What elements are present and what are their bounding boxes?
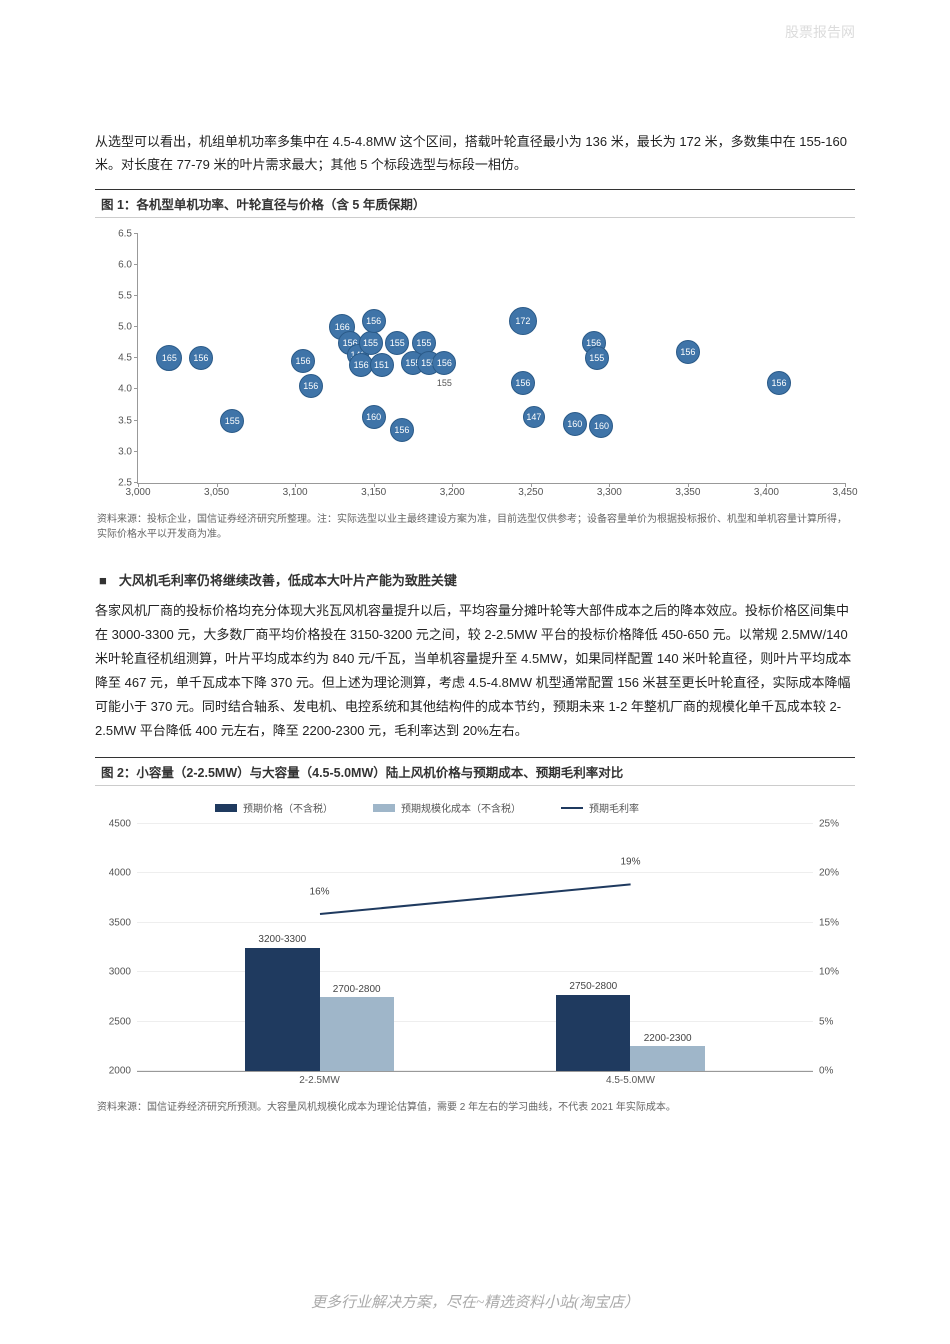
x-tick-label: 3,400 bbox=[754, 487, 779, 498]
y2-tick-label: 0% bbox=[819, 1066, 833, 1077]
bubble-point: 160 bbox=[362, 405, 386, 429]
bubble-point: 155 bbox=[385, 331, 409, 355]
bubble-point: 155 bbox=[359, 331, 383, 355]
bubble-point: 156 bbox=[390, 418, 414, 442]
bar-price-label: 3200-3300 bbox=[258, 934, 306, 945]
y1-tick-label: 3500 bbox=[109, 917, 131, 928]
bubble-point: 147 bbox=[523, 406, 545, 428]
body-paragraph-2: 各家风机厂商的投标价格均充分体现大兆瓦风机容量提升以后，平均容量分摊叶轮等大部件… bbox=[95, 599, 855, 743]
bubble-point: 155 bbox=[435, 374, 453, 392]
y-tick-label: 6.5 bbox=[118, 228, 132, 239]
y1-tick-label: 3000 bbox=[109, 967, 131, 978]
x-category-label: 2-2.5MW bbox=[299, 1075, 340, 1086]
x-tick-label: 3,350 bbox=[675, 487, 700, 498]
x-tick-label: 3,300 bbox=[597, 487, 622, 498]
bubble-point: 151 bbox=[370, 353, 394, 377]
legend-item-margin: 预期毛利率 bbox=[561, 800, 639, 815]
y2-tick-label: 20% bbox=[819, 868, 839, 879]
bubble-point: 155 bbox=[220, 409, 244, 433]
y-tick-label: 3.0 bbox=[118, 446, 132, 457]
fig2-source: 资料来源：国信证券经济研究所预测。大容量风机规模化成本为理论估算值，需要 2 年… bbox=[95, 1100, 855, 1115]
bubble-point: 156 bbox=[189, 346, 213, 370]
margin-point-label: 19% bbox=[620, 857, 640, 868]
fig2-title: 图 2：小容量（2-2.5MW）与大容量（4.5-5.0MW）陆上风机价格与预期… bbox=[95, 757, 855, 786]
bubble-point: 155 bbox=[585, 346, 609, 370]
bubble-point: 156 bbox=[299, 374, 323, 398]
bubble-point: 156 bbox=[291, 349, 315, 373]
margin-line bbox=[319, 883, 630, 915]
y-tick-label: 6.0 bbox=[118, 259, 132, 270]
y1-tick-label: 4500 bbox=[109, 819, 131, 830]
y-tick-label: 4.5 bbox=[118, 353, 132, 364]
bubble-point: 160 bbox=[589, 414, 613, 438]
y2-tick-label: 10% bbox=[819, 967, 839, 978]
legend-label: 预期价格（不含税） bbox=[243, 800, 333, 815]
y1-tick-label: 2500 bbox=[109, 1016, 131, 1027]
y-tick-label: 5.5 bbox=[118, 291, 132, 302]
bubble-point: 156 bbox=[511, 371, 535, 395]
fig2-chart: 预期价格（不含税） 预期规模化成本（不含税） 预期毛利率 2000 2500 300… bbox=[95, 794, 855, 1094]
fig1-chart: 2.53.03.54.04.55.05.56.06.53,0003,0503,1… bbox=[95, 226, 855, 506]
y2-tick-label: 5% bbox=[819, 1016, 833, 1027]
y1-tick-label: 4000 bbox=[109, 868, 131, 879]
y2-tick-label: 25% bbox=[819, 819, 839, 830]
x-category-label: 4.5-5.0MW bbox=[606, 1075, 655, 1086]
fig1-source: 资料来源：投标企业，国信证券经济研究所整理。注：实际选型以业主最终建设方案为准，… bbox=[95, 512, 855, 542]
bubble-point: 165 bbox=[156, 345, 182, 371]
bubble-point: 172 bbox=[509, 307, 537, 335]
y1-tick-label: 2000 bbox=[109, 1066, 131, 1077]
legend-label: 预期毛利率 bbox=[589, 800, 639, 815]
bubble-point: 156 bbox=[676, 340, 700, 364]
x-tick-label: 3,100 bbox=[283, 487, 308, 498]
legend-item-price: 预期价格（不含税） bbox=[215, 800, 333, 815]
bubble-point: 156 bbox=[362, 309, 386, 333]
x-tick-label: 3,000 bbox=[125, 487, 150, 498]
intro-paragraph: 从选型可以看出，机组单机功率多集中在 4.5-4.8MW 这个区间，搭载叶轮直径… bbox=[95, 130, 855, 177]
bar-cost bbox=[630, 1046, 704, 1071]
bubble-point: 160 bbox=[563, 412, 587, 436]
bar-cost-label: 2200-2300 bbox=[644, 1033, 692, 1044]
bar-price bbox=[556, 995, 630, 1072]
fig2-legend: 预期价格（不含税） 预期规模化成本（不含税） 预期毛利率 bbox=[215, 800, 639, 815]
footer-note: 更多行业解决方案，尽在~精选资料小站(淘宝店） bbox=[0, 1291, 950, 1312]
section-heading: 大风机毛利率仍将继续改善，低成本大叶片产能为致胜关键 bbox=[95, 570, 855, 589]
fig1-title: 图 1：各机型单机功率、叶轮直径与价格（含 5 年质保期） bbox=[95, 189, 855, 218]
bar-cost bbox=[320, 997, 394, 1071]
y-tick-label: 3.5 bbox=[118, 415, 132, 426]
bar-cost-label: 2700-2800 bbox=[333, 984, 381, 995]
x-tick-label: 3,250 bbox=[518, 487, 543, 498]
legend-label: 预期规模化成本（不含税） bbox=[401, 800, 521, 815]
bar-price-label: 2750-2800 bbox=[569, 981, 617, 992]
legend-item-cost: 预期规模化成本（不含税） bbox=[373, 800, 521, 815]
x-tick-label: 3,450 bbox=[832, 487, 857, 498]
bubble-point: 156 bbox=[767, 371, 791, 395]
x-tick-label: 3,200 bbox=[440, 487, 465, 498]
y-tick-label: 4.0 bbox=[118, 384, 132, 395]
margin-point-label: 16% bbox=[310, 887, 330, 898]
bubble-point: 156 bbox=[432, 351, 456, 375]
bar-price bbox=[245, 948, 319, 1072]
x-tick-label: 3,050 bbox=[204, 487, 229, 498]
watermark-top: 股票报告网 bbox=[785, 22, 855, 42]
x-tick-label: 3,150 bbox=[361, 487, 386, 498]
y-tick-label: 5.0 bbox=[118, 322, 132, 333]
y2-tick-label: 15% bbox=[819, 917, 839, 928]
